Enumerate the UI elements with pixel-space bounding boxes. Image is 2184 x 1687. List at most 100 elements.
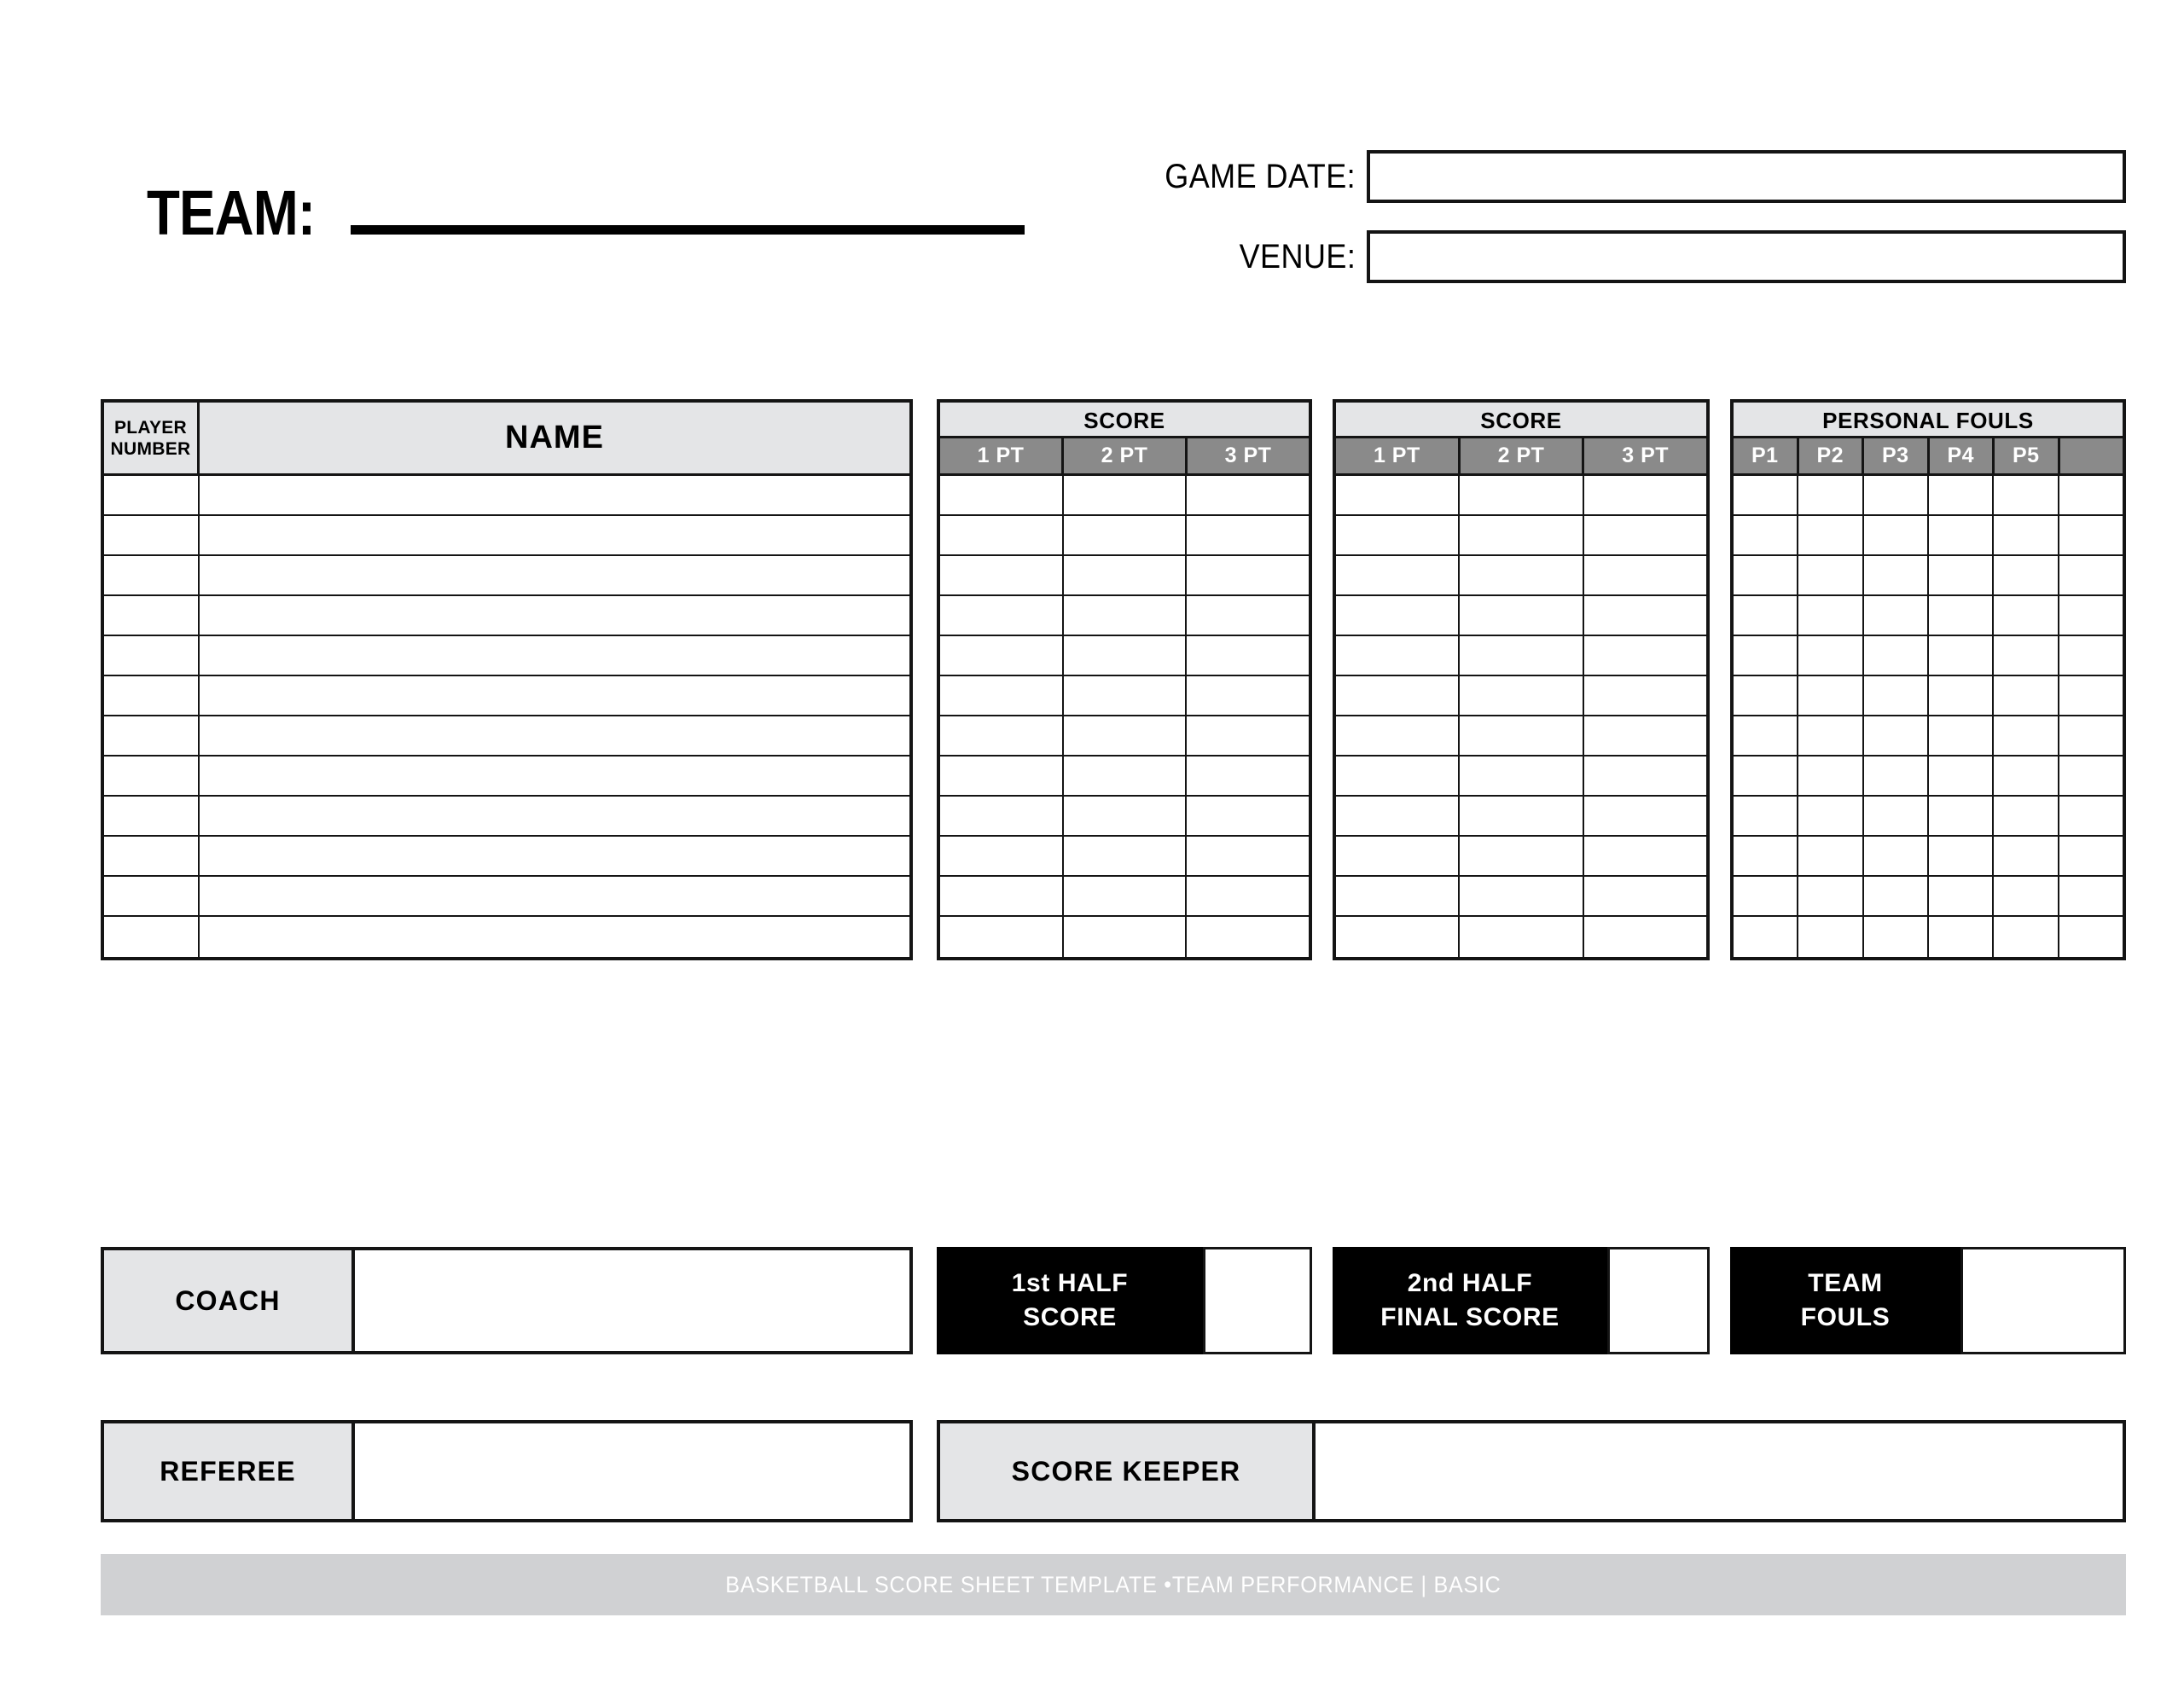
table-cell[interactable] [1187,757,1310,795]
table-cell[interactable] [200,556,909,594]
table-cell[interactable] [1994,757,2059,795]
table-cell[interactable] [1583,877,1706,915]
table-cell[interactable] [1583,596,1706,635]
table-cell[interactable] [1063,757,1188,795]
table-cell[interactable] [1798,917,1864,957]
table-cell[interactable] [104,837,200,875]
table-cell[interactable] [1583,917,1706,957]
table-cell[interactable] [1583,636,1706,675]
table-cell[interactable] [1187,516,1310,554]
table-cell[interactable] [1863,676,1929,715]
table-cell[interactable] [2059,797,2123,835]
table-cell[interactable] [1734,757,1799,795]
table-cell[interactable] [940,757,1064,795]
table-cell[interactable] [200,757,909,795]
table-cell[interactable] [1863,877,1929,915]
table-cell[interactable] [104,476,200,514]
table-cell[interactable] [2059,716,2123,755]
table-cell[interactable] [1187,636,1310,675]
table-cell[interactable] [1798,676,1864,715]
table-cell[interactable] [1063,917,1188,957]
table-cell[interactable] [1928,757,1995,795]
table-cell[interactable] [1734,716,1799,755]
table-cell[interactable] [1928,877,1995,915]
coach-input[interactable] [355,1250,909,1351]
table-cell[interactable] [1460,797,1584,835]
table-cell[interactable] [1798,476,1864,514]
table-cell[interactable] [1336,797,1461,835]
table-cell[interactable] [1187,476,1310,514]
table-cell[interactable] [940,837,1064,875]
table-cell[interactable] [1798,556,1864,594]
table-cell[interactable] [2059,636,2123,675]
table-cell[interactable] [1863,797,1929,835]
table-cell[interactable] [1460,516,1584,554]
table-cell[interactable] [1583,476,1706,514]
table-cell[interactable] [1994,516,2059,554]
table-cell[interactable] [1187,716,1310,755]
table-cell[interactable] [1928,716,1995,755]
table-cell[interactable] [1460,917,1584,957]
table-cell[interactable] [1928,556,1995,594]
table-cell[interactable] [940,516,1064,554]
table-cell[interactable] [1928,476,1995,514]
table-cell[interactable] [1583,757,1706,795]
table-cell[interactable] [940,917,1064,957]
table-cell[interactable] [940,676,1064,715]
table-cell[interactable] [2059,676,2123,715]
table-cell[interactable] [200,516,909,554]
table-cell[interactable] [1928,516,1995,554]
team-name-writing-line[interactable] [351,225,1025,235]
table-cell[interactable] [1460,476,1584,514]
table-cell[interactable] [1336,877,1461,915]
score-keeper-input[interactable] [1316,1423,2123,1519]
table-cell[interactable] [1187,917,1310,957]
table-cell[interactable] [1336,596,1461,635]
table-cell[interactable] [200,917,909,957]
table-cell[interactable] [2059,476,2123,514]
table-cell[interactable] [1063,837,1188,875]
table-cell[interactable] [1734,837,1799,875]
table-cell[interactable] [1187,797,1310,835]
table-cell[interactable] [104,877,200,915]
table-cell[interactable] [1994,837,2059,875]
table-cell[interactable] [1063,516,1188,554]
table-cell[interactable] [104,716,200,755]
table-cell[interactable] [1798,797,1864,835]
table-cell[interactable] [1187,596,1310,635]
table-cell[interactable] [104,797,200,835]
table-cell[interactable] [1994,636,2059,675]
table-cell[interactable] [1994,476,2059,514]
table-cell[interactable] [104,757,200,795]
table-cell[interactable] [1798,757,1864,795]
table-cell[interactable] [2059,877,2123,915]
table-cell[interactable] [1994,596,2059,635]
table-cell[interactable] [1583,797,1706,835]
table-cell[interactable] [1863,837,1929,875]
table-cell[interactable] [1994,556,2059,594]
table-cell[interactable] [1583,837,1706,875]
venue-input[interactable] [1367,230,2126,283]
table-cell[interactable] [1734,676,1799,715]
table-cell[interactable] [1336,636,1461,675]
table-cell[interactable] [1583,716,1706,755]
table-cell[interactable] [1928,596,1995,635]
table-cell[interactable] [1063,676,1188,715]
table-cell[interactable] [1336,837,1461,875]
table-cell[interactable] [2059,757,2123,795]
table-cell[interactable] [1063,596,1188,635]
table-cell[interactable] [1187,877,1310,915]
table-cell[interactable] [940,797,1064,835]
table-cell[interactable] [1863,917,1929,957]
table-cell[interactable] [1734,556,1799,594]
table-cell[interactable] [940,636,1064,675]
table-cell[interactable] [1187,837,1310,875]
table-cell[interactable] [1460,636,1584,675]
table-cell[interactable] [200,676,909,715]
table-cell[interactable] [1734,877,1799,915]
table-cell[interactable] [2059,516,2123,554]
referee-input[interactable] [355,1423,909,1519]
table-cell[interactable] [1336,556,1461,594]
table-cell[interactable] [104,636,200,675]
table-cell[interactable] [200,837,909,875]
